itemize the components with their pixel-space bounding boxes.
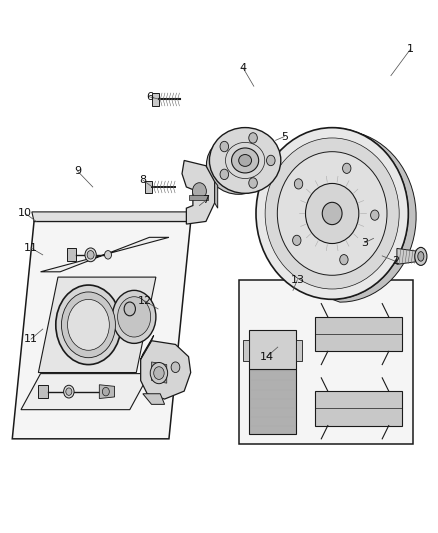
Circle shape bbox=[117, 297, 151, 337]
Circle shape bbox=[66, 388, 72, 395]
Circle shape bbox=[340, 255, 348, 265]
Polygon shape bbox=[215, 182, 218, 208]
Ellipse shape bbox=[305, 183, 359, 244]
Polygon shape bbox=[41, 237, 169, 272]
Circle shape bbox=[105, 251, 112, 259]
Polygon shape bbox=[188, 195, 208, 200]
Polygon shape bbox=[152, 93, 159, 107]
Ellipse shape bbox=[415, 247, 427, 265]
Ellipse shape bbox=[239, 155, 251, 166]
Polygon shape bbox=[397, 248, 417, 264]
Text: 10: 10 bbox=[18, 208, 32, 219]
Circle shape bbox=[293, 235, 301, 246]
Polygon shape bbox=[145, 181, 152, 193]
Polygon shape bbox=[67, 248, 76, 261]
Polygon shape bbox=[315, 391, 402, 425]
Text: 5: 5 bbox=[281, 132, 288, 142]
Text: 3: 3 bbox=[361, 238, 368, 248]
Text: 8: 8 bbox=[139, 175, 146, 185]
Polygon shape bbox=[12, 221, 191, 439]
Text: 13: 13 bbox=[290, 274, 304, 285]
Polygon shape bbox=[21, 374, 149, 410]
Circle shape bbox=[343, 163, 351, 173]
Ellipse shape bbox=[418, 252, 424, 261]
Circle shape bbox=[124, 302, 135, 316]
Polygon shape bbox=[143, 394, 165, 405]
Circle shape bbox=[220, 169, 229, 180]
Polygon shape bbox=[239, 280, 413, 444]
Polygon shape bbox=[244, 341, 249, 361]
Polygon shape bbox=[332, 127, 416, 302]
Circle shape bbox=[56, 285, 121, 365]
Circle shape bbox=[249, 177, 258, 188]
Text: 11: 11 bbox=[24, 243, 38, 253]
Circle shape bbox=[154, 367, 164, 379]
Ellipse shape bbox=[322, 203, 342, 224]
Ellipse shape bbox=[209, 127, 281, 193]
Text: 11: 11 bbox=[24, 334, 38, 344]
Circle shape bbox=[294, 179, 303, 189]
Circle shape bbox=[61, 292, 116, 358]
Circle shape bbox=[85, 248, 96, 262]
Text: 14: 14 bbox=[260, 352, 274, 361]
Polygon shape bbox=[297, 341, 302, 361]
Polygon shape bbox=[249, 369, 297, 433]
Circle shape bbox=[192, 183, 206, 200]
Polygon shape bbox=[141, 341, 191, 399]
Polygon shape bbox=[251, 156, 322, 216]
Polygon shape bbox=[32, 212, 191, 221]
Text: 6: 6 bbox=[146, 92, 153, 102]
Ellipse shape bbox=[277, 152, 387, 275]
Polygon shape bbox=[249, 330, 297, 369]
Circle shape bbox=[150, 362, 168, 384]
Polygon shape bbox=[315, 317, 402, 351]
Polygon shape bbox=[39, 385, 48, 398]
Circle shape bbox=[67, 300, 110, 350]
Circle shape bbox=[87, 251, 94, 259]
Circle shape bbox=[102, 387, 110, 396]
Circle shape bbox=[371, 210, 379, 220]
Circle shape bbox=[267, 155, 275, 166]
Text: 4: 4 bbox=[240, 63, 247, 72]
Circle shape bbox=[64, 385, 74, 398]
Circle shape bbox=[113, 290, 156, 343]
Polygon shape bbox=[141, 335, 154, 359]
Text: 9: 9 bbox=[74, 166, 81, 176]
Circle shape bbox=[171, 362, 180, 373]
Circle shape bbox=[249, 133, 258, 143]
Text: 12: 12 bbox=[138, 296, 152, 306]
Text: 2: 2 bbox=[392, 256, 399, 266]
Polygon shape bbox=[99, 385, 115, 399]
Text: 7: 7 bbox=[202, 195, 209, 205]
Polygon shape bbox=[182, 160, 215, 224]
Polygon shape bbox=[152, 362, 167, 383]
Ellipse shape bbox=[232, 148, 259, 173]
Text: 1: 1 bbox=[407, 44, 414, 54]
Polygon shape bbox=[39, 277, 156, 373]
Ellipse shape bbox=[256, 127, 408, 300]
Circle shape bbox=[220, 141, 229, 152]
Ellipse shape bbox=[206, 135, 271, 195]
Ellipse shape bbox=[265, 138, 399, 289]
